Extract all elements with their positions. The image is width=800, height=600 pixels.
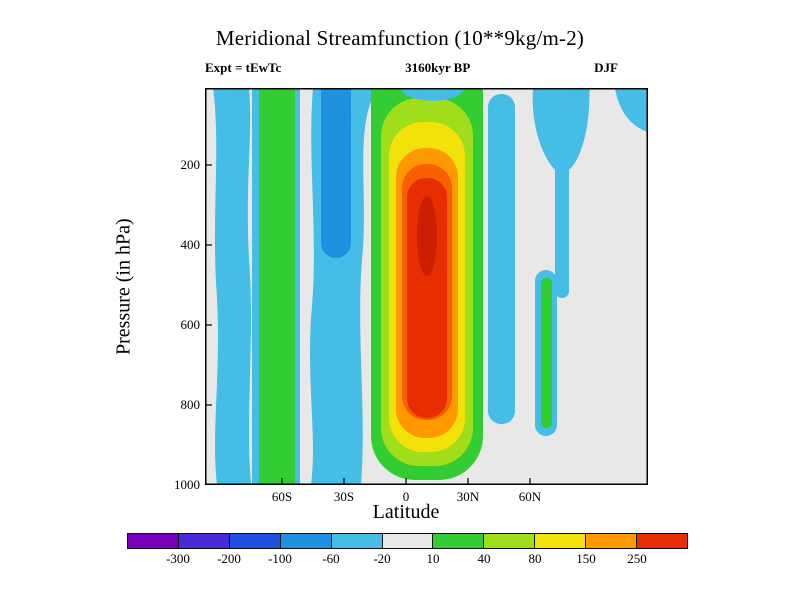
chart-title: Meridional Streamfunction (10**9kg/m-2) — [215, 26, 585, 50]
x-tick-label-0: 0 — [402, 489, 410, 504]
colorbar-segment-6 — [432, 533, 485, 549]
colorbar — [127, 533, 688, 549]
y-tick-label-400: 400 — [180, 237, 201, 252]
y-tick-label-600: 600 — [180, 317, 201, 332]
plot-frame — [205, 88, 648, 485]
colorbar-label-80: 80 — [528, 551, 542, 566]
colorbar-label--60: -60 — [322, 551, 340, 566]
x-axis-title: Latitude — [372, 501, 440, 523]
colorbar-label--20: -20 — [373, 551, 391, 566]
contour-region-south-green-band — [259, 88, 295, 485]
colorbar-label-250: 250 — [627, 551, 647, 566]
contour-region-corner-ne-cyan — [615, 88, 648, 132]
annotation-row: Expt = tEwTc 3160kyr BP DJF — [205, 60, 648, 76]
x-tick-label-60N: 60N — [518, 489, 542, 504]
x-tick-label-30N: 30N — [456, 489, 480, 504]
contour-region-far-south-cyan-band — [213, 88, 251, 485]
colorbar-segment-7 — [483, 533, 536, 549]
colorbar-segment-2 — [228, 533, 281, 549]
colorbar-segment-8 — [534, 533, 587, 549]
colorbar-segment-10 — [636, 533, 688, 549]
colorbar-segment-9 — [585, 533, 638, 549]
contour-region-north-60n-top-cyan — [532, 88, 590, 173]
contour-region-north-30n-cyan-band — [488, 94, 515, 424]
season-label: DJF — [594, 60, 618, 75]
contour-plot — [205, 88, 648, 485]
colorbar-segment-1 — [177, 533, 230, 549]
contour-region-hadley-core — [417, 196, 437, 276]
colorbar-segment-3 — [279, 533, 332, 549]
colorbar-segment-4 — [330, 533, 383, 549]
colorbar-label--200: -200 — [217, 551, 241, 566]
contour-region-north-60n-green-sliver — [541, 278, 552, 428]
colorbar-label--100: -100 — [268, 551, 292, 566]
colorbar-label-150: 150 — [576, 551, 596, 566]
y-tick-label-800: 800 — [180, 397, 201, 412]
colorbar-segment-5 — [381, 533, 434, 549]
plot-area — [205, 88, 648, 485]
contour-region-south-30s-blue-core — [321, 88, 351, 258]
colorbar-segment-0 — [127, 533, 179, 549]
x-tick-label-30S: 30S — [333, 489, 355, 504]
contour-region-hadley-top-cyan-patch — [399, 88, 465, 101]
y-tick-label-200: 200 — [180, 157, 201, 172]
y-tick-label-1000: 1000 — [174, 477, 200, 492]
contour-region-hadley-red — [407, 178, 447, 418]
colorbar-label-40: 40 — [477, 551, 491, 566]
x-tick-label-60S: 60S — [271, 489, 293, 504]
experiment-label: Expt = tEwTc — [205, 60, 282, 75]
colorbar-label-10: 10 — [426, 551, 440, 566]
contour-region-north-60n-cyan-tail — [555, 158, 569, 298]
colorbar-label--300: -300 — [166, 551, 190, 566]
time-label: 3160kyr BP — [405, 60, 471, 75]
y-axis-title: Pressure (in hPa) — [112, 218, 135, 355]
